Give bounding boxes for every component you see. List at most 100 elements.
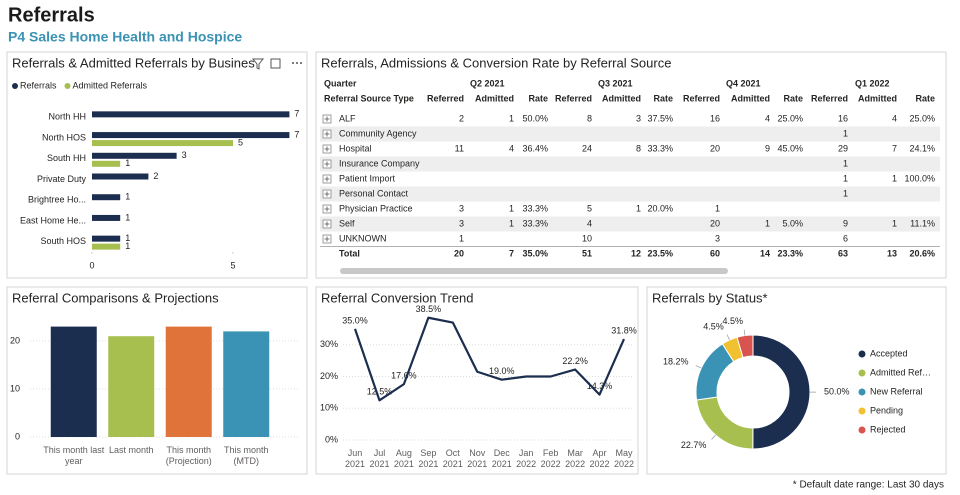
table-cell: 29 [838, 143, 848, 153]
table-cell: 33.3% [522, 203, 548, 213]
expand-plus [324, 116, 330, 122]
legend-swatch [858, 407, 866, 415]
data-label: 5 [238, 137, 243, 147]
donut-slice [752, 334, 811, 450]
x-tick-label: This month (MTD) [223, 445, 269, 466]
table-cell: 33.3% [522, 218, 548, 228]
panel-title: Referrals & Admitted Referrals by Busine… [12, 55, 255, 70]
x-tick-label-box: Jul 2021 [369, 448, 390, 469]
table-cell: 1 [843, 128, 848, 138]
table-cell: 36.4% [522, 143, 548, 153]
measure-header: Referred [555, 93, 592, 103]
x-tick-label-box: May 2022 [613, 448, 635, 469]
row-label: Community Agency [339, 128, 417, 138]
table-cell: 11.1% [910, 218, 935, 228]
x-tick-label: This month (Projection) [165, 445, 212, 466]
data-label: 1 [125, 233, 130, 243]
table-cell: 13 [887, 248, 897, 258]
data-label: 1 [125, 192, 130, 202]
table-cell: 23.5% [647, 248, 673, 258]
x-tick-label: 5 [231, 260, 236, 270]
page-title: Referrals [8, 4, 95, 26]
table-cell: 60 [710, 248, 720, 258]
measure-header: Admitted [731, 93, 770, 103]
table-cell: 1 [636, 203, 641, 213]
row-band [320, 186, 940, 202]
table-cell: 1 [843, 173, 848, 183]
table-cell: 3 [715, 233, 720, 243]
legend-label: Admitted Ref… [870, 367, 931, 377]
y-tick-label: Private Duty [37, 174, 87, 184]
expand-plus [324, 176, 330, 182]
table-cell: 33.3% [647, 143, 673, 153]
bar [50, 326, 97, 437]
table-cell: 1 [765, 218, 770, 228]
table-cell: 25.0% [777, 113, 803, 123]
legend-swatch [858, 426, 866, 434]
panel [6, 51, 308, 279]
table-cell: 2 [459, 113, 464, 123]
panel-title: Referral Conversion Trend [321, 290, 473, 305]
x-tick-label-box: Apr 2022 [590, 448, 610, 469]
legend-label: New Referral [870, 386, 923, 396]
table-cell: 20 [710, 143, 720, 153]
more-icon[interactable] [292, 62, 302, 64]
row-label: Physician Practice [339, 203, 413, 213]
x-tick-label: Oct 2021 [442, 448, 463, 469]
table-cell: 1 [843, 158, 848, 168]
quarter-header: Q2 2021 [470, 78, 505, 88]
filter-icon[interactable] [251, 58, 265, 70]
data-label: 19.0% [489, 366, 515, 376]
table-cell: 1 [509, 113, 514, 123]
row-label: Self [339, 218, 355, 228]
expand-plus [324, 221, 330, 227]
table-cell: 3 [459, 203, 464, 213]
bar [92, 140, 234, 147]
legend-swatch [858, 350, 866, 358]
x-tick-label-box: Jan 2022 [516, 448, 536, 469]
leader-line [726, 334, 730, 341]
row-band [320, 126, 940, 142]
y-tick-label: 20 [10, 335, 20, 345]
data-label: 12.5% [367, 387, 393, 397]
scrollbar[interactable] [340, 268, 728, 274]
expand-plus [324, 236, 330, 242]
table-cell: 11 [455, 143, 464, 153]
visual-icons[interactable] [251, 58, 302, 70]
measure-header: Rate [915, 93, 935, 103]
x-tick-label: Nov 2021 [467, 448, 488, 469]
table-cell: 50.0% [522, 113, 548, 123]
data-label: 22.2% [562, 356, 588, 366]
y-tick-label: 30% [320, 339, 338, 349]
table-cell: 16 [710, 113, 720, 123]
table-cell: 7 [509, 248, 514, 258]
table-cell: 8 [636, 143, 641, 153]
table-cell: 1 [509, 218, 514, 228]
bar [92, 160, 121, 167]
table-cell: 23.3% [777, 248, 803, 258]
data-label: 14.3% [587, 381, 613, 391]
x-tick-label: Jun 2021 [344, 448, 366, 469]
focus-icon[interactable] [270, 58, 281, 69]
x-tick-label-box: Nov 2021 [467, 448, 488, 469]
data-label: 35.0% [342, 315, 368, 325]
data-label: 2 [153, 171, 158, 181]
table-cell: 5 [587, 203, 592, 213]
table-cell: 37.5% [647, 113, 673, 123]
legend-label: Accepted [870, 348, 908, 358]
data-label: 3 [182, 150, 187, 160]
bar [92, 194, 121, 201]
expand-plus [324, 191, 330, 197]
x-tick-label: May 2022 [613, 448, 635, 469]
x-tick-label: Jul 2021 [369, 448, 390, 469]
x-tick-label: Sep 2021 [418, 448, 439, 469]
table-cell: 20.0% [647, 203, 673, 213]
quarter-header: Q1 2022 [855, 78, 890, 88]
donut-slice [736, 334, 754, 359]
y-tick-label: 0 [15, 431, 20, 441]
x-tick-label: Dec 2021 [491, 448, 512, 469]
table-cell: 9 [765, 143, 770, 153]
line [353, 316, 626, 402]
row-label: Total [339, 248, 360, 258]
panel-title: Referrals, Admissions & Conversion Rate … [321, 55, 671, 70]
